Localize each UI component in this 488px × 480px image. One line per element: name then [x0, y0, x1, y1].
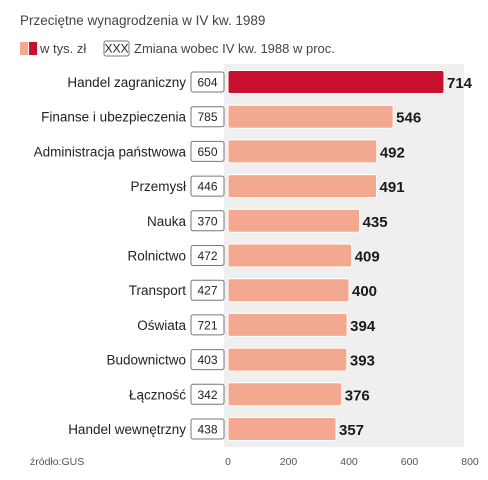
change-value: 472: [197, 249, 217, 263]
category-label: Oświata: [137, 318, 186, 333]
change-box: [190, 210, 225, 232]
bar-row: Handel zagraniczny 604 714: [67, 70, 473, 94]
category-label: Przemysł: [130, 179, 186, 194]
bar-rows: Handel zagraniczny 604 714 Finanse i ubezpi…: [34, 70, 473, 441]
bar-value-label: 357: [339, 422, 364, 439]
category-label: Łączność: [129, 387, 186, 402]
bar-value-label: 409: [355, 249, 380, 266]
change-box: [190, 71, 225, 93]
bar: [227, 417, 337, 441]
change-box: [190, 383, 225, 405]
category-label: Handel wewnętrzny: [68, 422, 186, 437]
x-tick-label: 600: [401, 456, 419, 468]
bar-value-label: 394: [350, 318, 376, 335]
change-box: [190, 140, 225, 162]
change-value: 604: [197, 76, 217, 90]
bar: [227, 347, 348, 372]
change-box: [190, 279, 225, 301]
legend-swatch-light: [20, 42, 28, 55]
legend-value-label: w tys. zł: [39, 41, 86, 56]
x-tick-label: 0: [225, 456, 231, 468]
x-tick-label: 400: [340, 456, 358, 468]
bar: [227, 174, 378, 199]
bar: [227, 382, 343, 407]
bar-value-label: 376: [345, 387, 370, 404]
change-value: 427: [197, 284, 217, 298]
bar-value-label: 492: [380, 144, 405, 161]
category-label: Nauka: [147, 214, 187, 229]
change-value: 650: [197, 145, 217, 159]
bar-row: Administracja państwowa 650 492: [34, 139, 405, 164]
x-tick-label: 800: [461, 456, 479, 468]
bar-row: Finanse i ubezpieczenia 785 546: [41, 104, 421, 129]
category-label: Rolnictwo: [127, 249, 186, 264]
x-axis: 0 200 400 600 800: [225, 456, 479, 468]
bar-row: Rolnictwo 472 409: [127, 243, 380, 268]
bar-row: Oświata 721 394: [137, 312, 376, 337]
legend-change-label: Zmiana wobec IV kw. 1988 w proc.: [134, 41, 335, 56]
bar-row: Handel wewnętrzny 438 357: [68, 417, 364, 441]
category-label: Budownictwo: [106, 353, 186, 368]
bar: [227, 243, 353, 268]
bar-row: Przemysł 446 491: [130, 174, 405, 199]
change-box: [190, 106, 225, 128]
chart-title: Przeciętne wynagrodzenia w IV kw. 1989: [20, 13, 265, 28]
bar: [227, 278, 350, 303]
legend-change-box: [103, 40, 130, 57]
bar-value-label: 393: [350, 353, 375, 370]
bar-value-label: 546: [396, 110, 421, 127]
category-label: Handel zagraniczny: [67, 75, 186, 90]
bar-value-label: 714: [447, 75, 473, 92]
bar-value-label: 400: [352, 283, 377, 300]
source-note: źródło:GUS: [30, 456, 84, 468]
bar: [227, 104, 394, 129]
change-box: [190, 314, 225, 336]
change-value: 438: [197, 423, 217, 437]
change-value: 446: [197, 180, 217, 194]
change-box: [190, 418, 225, 440]
legend-change-box-text: XXX: [104, 42, 128, 56]
change-box: [190, 175, 225, 197]
change-value: 370: [197, 214, 217, 228]
bar: [227, 139, 378, 164]
x-tick-label: 200: [280, 456, 298, 468]
bar-value-label: 435: [363, 214, 388, 231]
change-value: 785: [197, 110, 217, 124]
change-box: [190, 245, 225, 266]
change-box: [190, 349, 225, 371]
bar: [227, 312, 348, 337]
bar-row: Budownictwo 403 393: [106, 347, 375, 372]
legend-swatch-dark: [29, 42, 37, 55]
bar-row: Nauka 370 435: [147, 208, 388, 233]
legend: w tys. zł XXX Zmiana wobec IV kw. 1988 w…: [20, 40, 335, 57]
category-label: Transport: [129, 283, 187, 298]
change-value: 721: [197, 318, 217, 332]
change-value: 403: [197, 353, 217, 367]
bar-row: Łączność 342 376: [129, 382, 370, 407]
category-label: Administracja państwowa: [34, 144, 187, 159]
bar-row: Transport 427 400: [129, 278, 377, 303]
bar: [227, 208, 361, 233]
category-label: Finanse i ubezpieczenia: [41, 110, 186, 125]
bar: [227, 70, 445, 94]
change-value: 342: [197, 388, 217, 402]
bar-value-label: 491: [380, 179, 405, 196]
